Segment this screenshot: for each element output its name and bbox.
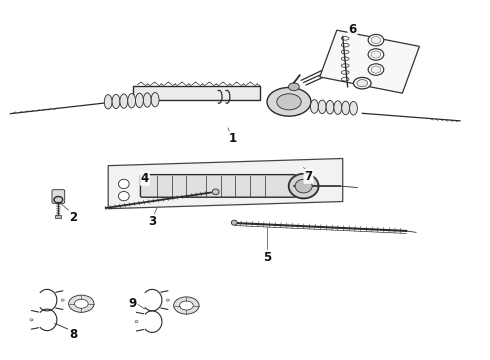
Ellipse shape	[353, 77, 371, 89]
Polygon shape	[320, 30, 419, 93]
Text: 1: 1	[229, 132, 237, 145]
Ellipse shape	[289, 83, 299, 91]
FancyBboxPatch shape	[52, 190, 65, 203]
Text: 2: 2	[69, 211, 77, 224]
Ellipse shape	[54, 197, 63, 203]
Ellipse shape	[74, 299, 88, 308]
Ellipse shape	[334, 101, 342, 114]
Ellipse shape	[166, 299, 169, 301]
Ellipse shape	[119, 192, 129, 201]
Ellipse shape	[212, 189, 219, 195]
Ellipse shape	[128, 94, 136, 108]
Ellipse shape	[368, 35, 384, 46]
Polygon shape	[108, 158, 343, 209]
Ellipse shape	[231, 220, 237, 225]
Ellipse shape	[135, 320, 138, 323]
Ellipse shape	[371, 66, 381, 73]
Ellipse shape	[151, 93, 159, 107]
Ellipse shape	[289, 174, 319, 199]
Text: 9: 9	[128, 297, 137, 310]
Ellipse shape	[371, 37, 381, 44]
FancyBboxPatch shape	[55, 215, 61, 218]
Text: 7: 7	[304, 170, 313, 183]
Ellipse shape	[311, 100, 319, 113]
Ellipse shape	[349, 102, 357, 115]
Ellipse shape	[318, 100, 326, 114]
Text: 3: 3	[148, 215, 156, 228]
Ellipse shape	[277, 94, 301, 110]
Ellipse shape	[295, 179, 312, 193]
FancyBboxPatch shape	[141, 175, 296, 197]
Ellipse shape	[371, 51, 381, 58]
Ellipse shape	[69, 295, 94, 312]
Ellipse shape	[144, 93, 151, 107]
Ellipse shape	[120, 94, 128, 108]
Ellipse shape	[173, 297, 199, 314]
Ellipse shape	[342, 101, 349, 115]
Text: 6: 6	[348, 23, 357, 36]
Ellipse shape	[326, 100, 334, 114]
Ellipse shape	[368, 49, 384, 60]
Text: 5: 5	[263, 251, 271, 264]
Ellipse shape	[104, 95, 112, 109]
Ellipse shape	[30, 319, 33, 321]
Ellipse shape	[179, 301, 193, 310]
Ellipse shape	[136, 93, 144, 108]
Ellipse shape	[112, 94, 120, 109]
Polygon shape	[133, 86, 260, 100]
Ellipse shape	[119, 179, 129, 189]
Ellipse shape	[61, 299, 64, 301]
Ellipse shape	[368, 64, 384, 75]
Ellipse shape	[357, 80, 368, 87]
Text: 4: 4	[141, 172, 149, 185]
Text: 8: 8	[69, 328, 77, 341]
Ellipse shape	[267, 87, 311, 116]
